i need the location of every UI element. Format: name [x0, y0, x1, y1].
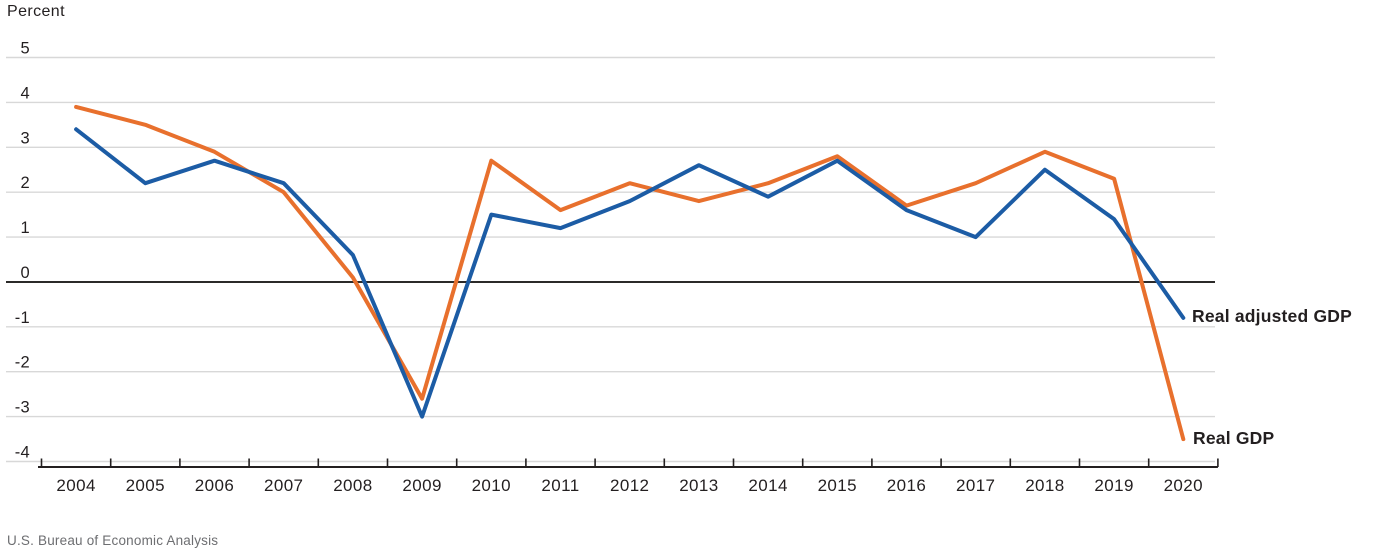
x-tick-label: 2020	[1164, 476, 1203, 495]
y-tick-label: -1	[15, 309, 30, 327]
y-tick-label: 3	[21, 129, 30, 147]
real-adjusted-gdp-line	[74, 127, 1186, 419]
x-tick-label: 2014	[748, 476, 787, 495]
x-tick-label: 2008	[333, 476, 372, 495]
y-tick-label: 0	[21, 264, 30, 282]
x-tick-label: 2019	[1094, 476, 1133, 495]
x-tick-label: 2013	[679, 476, 718, 495]
y-tick-label: -2	[15, 354, 30, 372]
x-axis: 2004 2005 2006 2007 2008 2009 2010 2011 2012 2013…	[38, 458, 1219, 495]
x-tick-label: 2005	[126, 476, 165, 495]
grid-layer: 5 4 3 2 1 0 -1 -2 -3 -4	[6, 40, 1215, 463]
x-tick-label: 2007	[264, 476, 303, 495]
x-tick-label: 2016	[887, 476, 926, 495]
series-label-real-adjusted-gdp: Real adjusted GDP	[1192, 306, 1352, 326]
x-tick-label: 2018	[1025, 476, 1064, 495]
y-tick-label: 5	[21, 40, 30, 58]
y-tick-label: 1	[21, 219, 30, 237]
x-tick-label: 2012	[610, 476, 649, 495]
x-tick-label: 2004	[56, 476, 95, 495]
series-layer	[74, 104, 1186, 442]
x-tick-label: 2015	[818, 476, 857, 495]
x-tick-label: 2006	[195, 476, 234, 495]
x-tick-label: 2011	[541, 476, 579, 495]
y-tick-label: 4	[21, 84, 30, 102]
real-gdp-line	[74, 104, 1186, 442]
y-tick-label: 2	[21, 174, 30, 192]
series-label-real-gdp: Real GDP	[1193, 428, 1274, 448]
y-tick-label: -4	[15, 444, 30, 462]
x-tick-label: 2010	[472, 476, 511, 495]
source-label: U.S. Bureau of Economic Analysis	[7, 533, 218, 548]
y-tick-label: -3	[15, 399, 30, 417]
x-tick-label: 2017	[956, 476, 995, 495]
x-tick-label: 2009	[402, 476, 441, 495]
y-axis-unit-label: Percent	[7, 3, 65, 20]
